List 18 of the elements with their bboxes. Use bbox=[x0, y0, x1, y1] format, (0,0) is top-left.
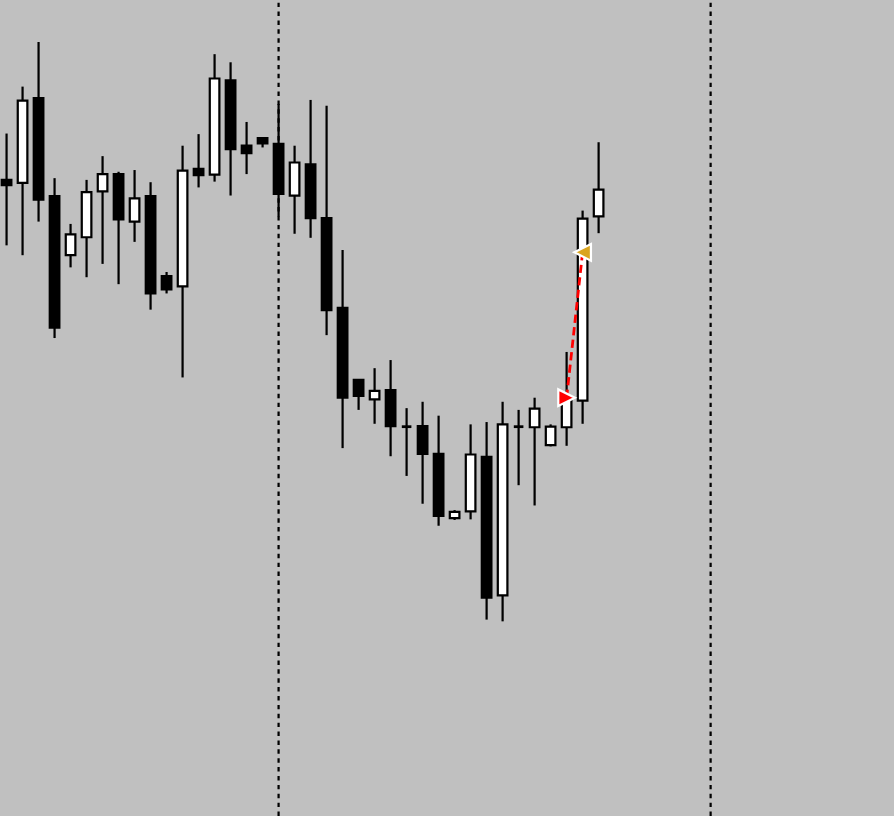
candlestick bbox=[384, 358, 397, 458]
candlestick bbox=[416, 400, 429, 505]
candlestick bbox=[592, 141, 605, 235]
candlestick bbox=[128, 168, 141, 243]
candlestick bbox=[112, 170, 125, 286]
candlestick bbox=[240, 120, 253, 176]
candlestick bbox=[80, 178, 93, 279]
candlestick bbox=[160, 270, 173, 295]
candlestick bbox=[528, 396, 541, 507]
candlestick bbox=[352, 378, 365, 411]
candlestick bbox=[192, 133, 205, 189]
candlestick bbox=[400, 407, 413, 478]
candlestick bbox=[288, 144, 301, 235]
candlestick bbox=[368, 367, 381, 425]
candlestick bbox=[512, 408, 525, 487]
candlestick bbox=[96, 155, 109, 265]
candlestick bbox=[64, 222, 77, 269]
candlestick bbox=[0, 132, 13, 247]
